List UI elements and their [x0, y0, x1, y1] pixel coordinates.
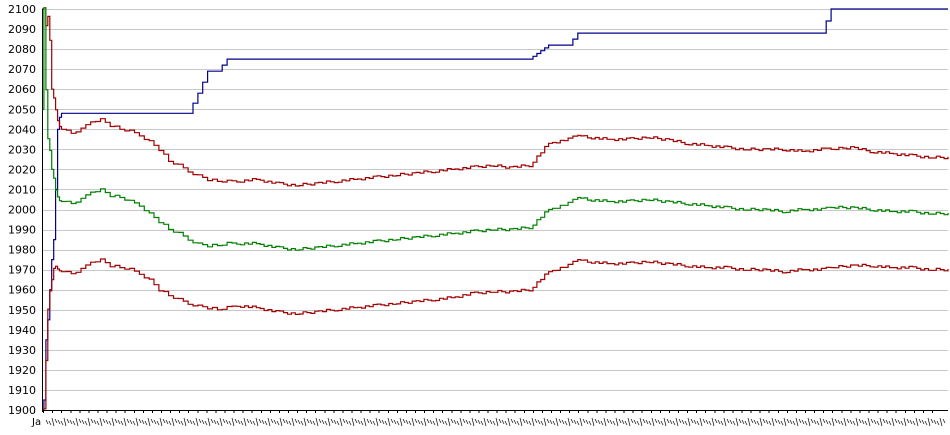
grid-lines — [42, 9, 948, 411]
y-tick-label: 2050 — [8, 103, 36, 116]
y-tick-label: 2100 — [8, 3, 36, 16]
y-tick-label: 2090 — [8, 23, 36, 36]
y-tick-label: 1950 — [8, 304, 36, 317]
y-tick-label: 1970 — [8, 264, 36, 277]
y-tick-label: 2030 — [8, 143, 36, 156]
y-tick-label: 1900 — [8, 404, 36, 417]
series-line-1 — [42, 8, 948, 411]
x-tick-label-first: Ja — [31, 417, 41, 428]
y-tick-label: 2070 — [8, 63, 36, 76]
series-line-3 — [42, 7, 949, 251]
y-tick-label: 2020 — [8, 163, 36, 176]
y-tick-label: 2080 — [8, 43, 36, 56]
y-tick-label: 1910 — [8, 384, 36, 397]
y-tick-label: 1930 — [8, 344, 36, 357]
y-tick-label: 1960 — [8, 284, 36, 297]
y-tick-label: 1980 — [8, 244, 36, 257]
x-tick-labels: Ja — [31, 417, 946, 428]
y-tick-label: 2040 — [8, 123, 36, 136]
y-tick-label: 1920 — [8, 364, 36, 377]
series-line-4 — [42, 258, 949, 411]
series-line-2 — [42, 7, 949, 187]
y-tick-labels: 1900 1910 1920 1930 1940 1950 1960 1970 1980 1990… — [8, 3, 36, 417]
y-tick-label: 1940 — [8, 324, 36, 337]
x-tick-labels-overlapped — [45, 417, 946, 427]
axes — [34, 9, 948, 413]
y-tick-label: 1990 — [8, 224, 36, 237]
series-lines — [42, 7, 949, 411]
y-tick-label: 2000 — [8, 204, 36, 217]
y-tick-label: 2010 — [8, 183, 36, 196]
y-tick-label: 2060 — [8, 83, 36, 96]
